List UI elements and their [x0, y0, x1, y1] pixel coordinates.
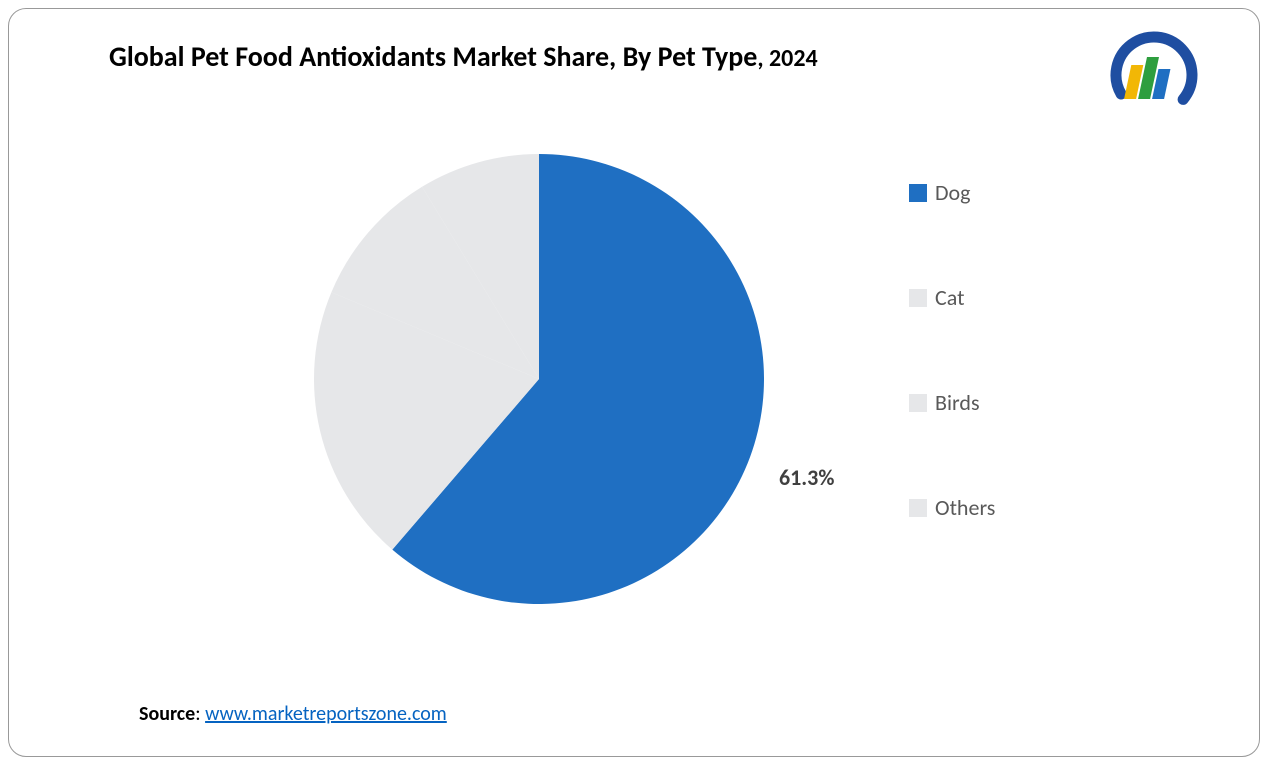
legend: Dog Cat Birds Others — [909, 179, 1109, 599]
legend-label-cat: Cat — [935, 284, 964, 311]
brand-logo — [1099, 27, 1209, 122]
legend-item-dog: Dog — [909, 179, 1109, 206]
legend-item-cat: Cat — [909, 284, 1109, 311]
pie-chart — [309, 149, 769, 609]
chart-title-year: , 2024 — [757, 44, 817, 73]
chart-title-main: Global Pet Food Antioxidants Market Shar… — [109, 39, 757, 74]
chart-title: Global Pet Food Antioxidants Market Shar… — [109, 39, 818, 74]
legend-label-dog: Dog — [935, 179, 971, 206]
legend-label-others: Others — [935, 494, 995, 521]
brand-logo-svg — [1099, 27, 1209, 122]
source-sep: : — [195, 702, 205, 726]
legend-swatch-dog — [909, 184, 927, 202]
legend-item-others: Others — [909, 494, 1109, 521]
legend-swatch-others — [909, 499, 927, 517]
slice-label-dog: 61.3% — [779, 464, 834, 491]
legend-swatch-birds — [909, 394, 927, 412]
source-line: Source: www.marketreportszone.com — [139, 702, 447, 726]
pie-chart-svg — [309, 149, 769, 609]
legend-swatch-cat — [909, 289, 927, 307]
legend-item-birds: Birds — [909, 389, 1109, 416]
legend-label-birds: Birds — [935, 389, 980, 416]
source-link[interactable]: www.marketreportszone.com — [205, 702, 447, 726]
source-label: Source — [139, 702, 195, 726]
chart-card: Global Pet Food Antioxidants Market Shar… — [8, 8, 1260, 757]
